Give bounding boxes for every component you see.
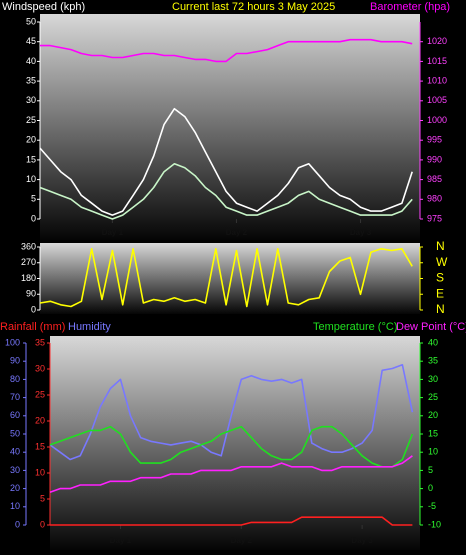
y-tick-label: 35 xyxy=(26,75,36,85)
y-tick-label: 40 xyxy=(26,56,36,66)
y-tick-label: 90 xyxy=(26,289,36,299)
series-line xyxy=(49,425,414,468)
y-tick-label: 5 xyxy=(40,493,45,503)
y2-tick-label: 5 xyxy=(428,465,433,475)
y2-tick-label: -5 xyxy=(428,501,436,511)
y3-tick-label: 50 xyxy=(10,428,20,438)
y2-tick-label: 1000 xyxy=(427,115,447,125)
y2-tick-label: 1015 xyxy=(427,56,447,66)
legend-label: Dew Point (°C) xyxy=(396,321,466,333)
y2-tick-label: 1005 xyxy=(427,95,447,105)
y-tick-label: 15 xyxy=(26,154,36,164)
y-tick-label: 50 xyxy=(26,16,36,26)
y2-tick-label: 10 xyxy=(428,447,438,457)
y-tick-label: 25 xyxy=(35,389,45,399)
y2-tick-label: N xyxy=(436,302,445,316)
y-tick-label: 35 xyxy=(35,337,45,347)
y2-tick-label: 35 xyxy=(428,356,438,366)
y2-tick-label: 975 xyxy=(427,213,442,223)
y-tick-label: 0 xyxy=(31,213,36,223)
y-tick-label: 180 xyxy=(21,273,36,283)
y2-tick-label: 1020 xyxy=(427,36,447,46)
y2-tick-label: 995 xyxy=(427,135,442,145)
legend-label: Rainfall (mm) xyxy=(0,321,65,333)
series-line xyxy=(39,163,413,220)
y2-tick-label: 1010 xyxy=(427,75,447,85)
y-tick-label: 25 xyxy=(26,115,36,125)
plot-background xyxy=(40,14,420,240)
series-line xyxy=(49,455,413,493)
y2-tick-label: 30 xyxy=(428,374,438,384)
y-tick-label: 360 xyxy=(21,241,36,251)
chart-title: Current last 72 hours 3 May 2025 xyxy=(172,1,335,13)
series-line xyxy=(50,516,413,526)
y3-tick-label: 10 xyxy=(10,501,20,511)
series-line xyxy=(49,364,414,461)
y-tick-label: 20 xyxy=(35,415,45,425)
y-tick-label: 15 xyxy=(35,441,45,451)
y-tick-label: 10 xyxy=(26,174,36,184)
y3-tick-label: 100 xyxy=(5,337,20,347)
y2-tick-label: E xyxy=(436,286,444,300)
y3-tick-label: 30 xyxy=(10,465,20,475)
y2-tick-label: 40 xyxy=(428,337,438,347)
y2-tick-label: 980 xyxy=(427,194,442,204)
y2-tick-label: 990 xyxy=(427,154,442,164)
y3-tick-label: 0 xyxy=(15,519,20,529)
y-tick-label: 45 xyxy=(26,36,36,46)
y2-tick-label: 0 xyxy=(428,483,433,493)
x-tick-label: Day 2 xyxy=(231,536,253,545)
y2-tick-label: 25 xyxy=(428,392,438,402)
x-tick-label: Day 3 xyxy=(350,228,372,237)
legend-label: Humidity xyxy=(68,321,111,333)
barometer-axis-title: Barometer (hpa) xyxy=(370,1,450,13)
series-line xyxy=(39,248,413,308)
y3-tick-label: 90 xyxy=(10,356,20,366)
x-tick-label: Day 3 xyxy=(351,536,373,545)
y3-tick-label: 20 xyxy=(10,483,20,493)
y3-tick-label: 80 xyxy=(10,374,20,384)
y-tick-label: 20 xyxy=(26,135,36,145)
series-line xyxy=(39,107,413,216)
plot-background xyxy=(50,336,420,550)
y-tick-label: 0 xyxy=(31,304,36,314)
y2-tick-label: -10 xyxy=(428,519,441,529)
series-line xyxy=(40,38,413,63)
y-tick-label: 10 xyxy=(35,467,45,477)
y2-tick-label: 15 xyxy=(428,428,438,438)
y2-tick-label: S xyxy=(436,271,444,285)
x-tick-label: Day 1 xyxy=(110,536,132,545)
y3-tick-label: 70 xyxy=(10,392,20,402)
x-tick-label: Day 2 xyxy=(226,228,248,237)
y2-tick-label: N xyxy=(436,239,445,253)
x-tick-label: Day 1 xyxy=(102,228,124,237)
y-tick-label: 0 xyxy=(40,519,45,529)
y3-tick-label: 40 xyxy=(10,447,20,457)
y2-tick-label: 20 xyxy=(428,410,438,420)
y2-tick-label: W xyxy=(436,255,448,269)
y3-tick-label: 60 xyxy=(10,410,20,420)
legend-label: Temperature (°C) xyxy=(313,321,397,333)
y-tick-label: 270 xyxy=(21,257,36,267)
y-tick-label: 30 xyxy=(35,363,45,373)
y2-tick-label: 985 xyxy=(427,174,442,184)
wind-axis-title: Windspeed (kph) xyxy=(2,1,85,13)
y-tick-label: 30 xyxy=(26,95,36,105)
y-tick-label: 5 xyxy=(31,194,36,204)
